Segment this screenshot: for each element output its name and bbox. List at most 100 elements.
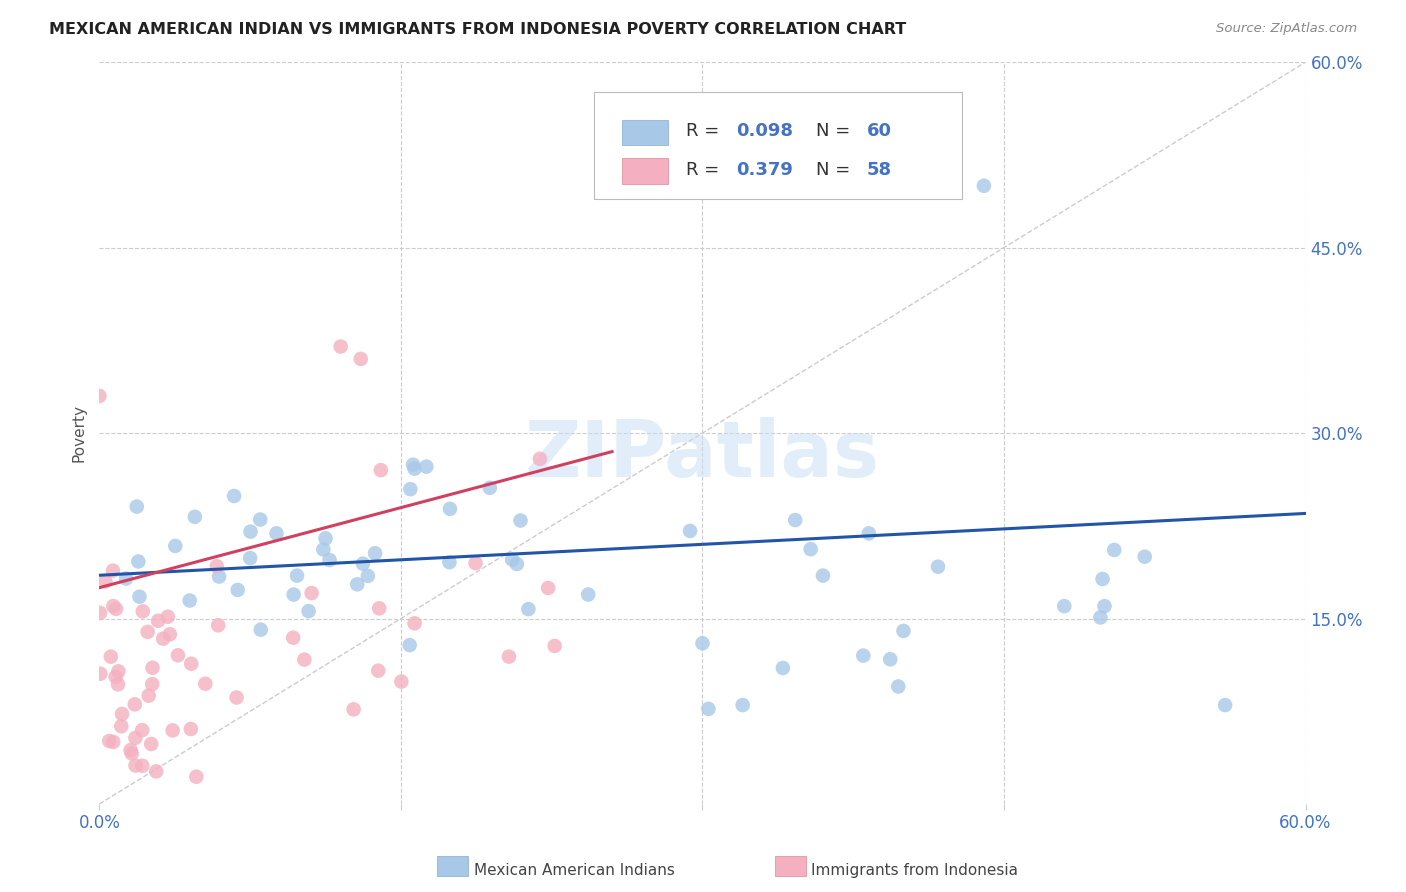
Point bbox=[292, 652, 315, 666]
Point bbox=[1091, 572, 1114, 586]
Point bbox=[141, 737, 163, 751]
Point bbox=[283, 588, 305, 602]
Point bbox=[852, 648, 875, 663]
Point bbox=[318, 553, 340, 567]
Point bbox=[439, 555, 461, 569]
Point bbox=[1094, 599, 1116, 614]
Point bbox=[478, 481, 501, 495]
Bar bbox=[621, 120, 668, 145]
Point bbox=[103, 735, 125, 749]
Point bbox=[692, 636, 714, 650]
Point bbox=[146, 614, 169, 628]
Point bbox=[506, 557, 529, 571]
Point bbox=[89, 606, 111, 620]
Point bbox=[249, 623, 271, 637]
Point bbox=[152, 632, 174, 646]
Point bbox=[576, 587, 599, 601]
Point bbox=[498, 649, 520, 664]
Point bbox=[100, 649, 122, 664]
Text: 60: 60 bbox=[866, 122, 891, 140]
Point bbox=[879, 652, 901, 666]
Point bbox=[207, 618, 229, 632]
Point bbox=[208, 569, 231, 583]
Point bbox=[105, 602, 128, 616]
Point bbox=[1213, 698, 1236, 712]
Point bbox=[346, 577, 368, 591]
Point bbox=[141, 661, 163, 675]
Point bbox=[194, 677, 217, 691]
Point bbox=[501, 552, 523, 566]
Point bbox=[312, 542, 335, 557]
Point bbox=[800, 542, 823, 557]
Point bbox=[131, 723, 153, 738]
Point bbox=[180, 657, 202, 671]
Point bbox=[1102, 543, 1125, 558]
Point bbox=[131, 758, 153, 772]
Text: R =: R = bbox=[686, 122, 724, 140]
Point bbox=[107, 665, 129, 679]
Point bbox=[283, 631, 305, 645]
Point bbox=[132, 604, 155, 618]
Text: Source: ZipAtlas.com: Source: ZipAtlas.com bbox=[1216, 22, 1357, 36]
Point bbox=[104, 670, 127, 684]
Point bbox=[226, 582, 249, 597]
Text: ZIPatlas: ZIPatlas bbox=[524, 417, 880, 493]
Point bbox=[121, 747, 143, 761]
Text: R =: R = bbox=[686, 161, 724, 178]
Point bbox=[364, 546, 387, 560]
Point bbox=[266, 526, 288, 541]
Point bbox=[167, 648, 190, 663]
Point bbox=[537, 581, 560, 595]
Point bbox=[529, 451, 551, 466]
Point bbox=[136, 624, 159, 639]
Point bbox=[127, 554, 149, 568]
Point bbox=[138, 689, 160, 703]
Point bbox=[731, 698, 754, 712]
Point bbox=[1133, 549, 1156, 564]
Y-axis label: Poverty: Poverty bbox=[72, 404, 86, 462]
Point bbox=[543, 639, 565, 653]
Point bbox=[439, 501, 461, 516]
Point bbox=[350, 351, 373, 366]
Text: Mexican American Indians: Mexican American Indians bbox=[474, 863, 675, 878]
Point bbox=[285, 568, 308, 582]
Point bbox=[162, 723, 184, 738]
Point bbox=[89, 389, 111, 403]
Point bbox=[128, 590, 150, 604]
Point bbox=[297, 604, 319, 618]
Point bbox=[415, 459, 437, 474]
Point bbox=[887, 680, 910, 694]
FancyBboxPatch shape bbox=[593, 92, 962, 200]
Point bbox=[239, 524, 262, 539]
Point bbox=[367, 664, 389, 678]
Text: N =: N = bbox=[815, 122, 856, 140]
Point bbox=[239, 551, 262, 566]
Point bbox=[115, 572, 138, 586]
Text: 0.098: 0.098 bbox=[737, 122, 793, 140]
Point bbox=[249, 512, 271, 526]
Point bbox=[101, 564, 124, 578]
Point bbox=[301, 586, 323, 600]
Text: 0.379: 0.379 bbox=[737, 161, 793, 178]
Point bbox=[120, 743, 142, 757]
Point bbox=[98, 734, 121, 748]
Point bbox=[697, 702, 720, 716]
Point bbox=[509, 514, 531, 528]
Point bbox=[343, 702, 366, 716]
Bar bbox=[621, 159, 668, 184]
Text: Immigrants from Indonesia: Immigrants from Indonesia bbox=[811, 863, 1018, 878]
Point bbox=[156, 609, 179, 624]
Point bbox=[107, 677, 129, 691]
Point bbox=[124, 758, 146, 772]
Point bbox=[180, 722, 202, 736]
Point bbox=[145, 764, 167, 779]
Point bbox=[224, 489, 246, 503]
Point bbox=[785, 513, 807, 527]
Point bbox=[124, 698, 146, 712]
Point bbox=[225, 690, 247, 705]
Point bbox=[772, 661, 794, 675]
Point bbox=[1053, 599, 1076, 614]
Point bbox=[179, 593, 201, 607]
Point bbox=[517, 602, 540, 616]
Point bbox=[370, 463, 392, 477]
